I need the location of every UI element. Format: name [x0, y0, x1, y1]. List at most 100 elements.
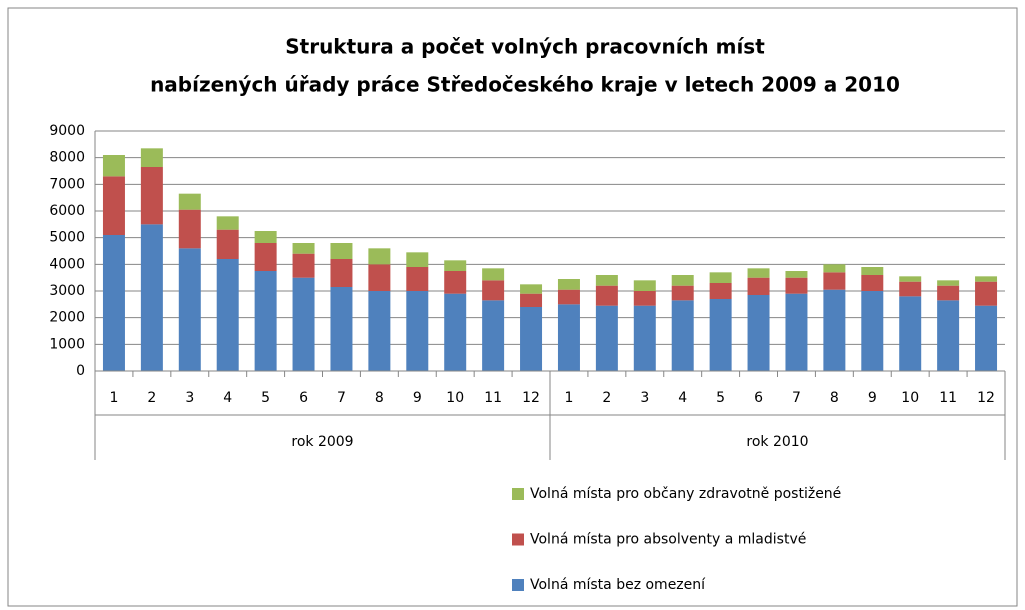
y-tick-label: 9000 — [49, 123, 85, 139]
bar-segment — [254, 243, 277, 271]
bar-segment — [975, 305, 998, 371]
x-tick-label: 10 — [446, 390, 464, 406]
bar-segment — [785, 293, 808, 371]
y-tick-label: 3000 — [49, 283, 85, 299]
bar-segment — [747, 277, 770, 295]
bar-segment — [747, 268, 770, 278]
x-tick-label: 2 — [147, 390, 156, 406]
bar-segment — [557, 279, 580, 290]
bar-segment — [444, 271, 467, 294]
bar-segment — [633, 291, 656, 306]
bar-segment — [140, 148, 163, 167]
bar-segment — [557, 304, 580, 371]
bar-segment — [823, 289, 846, 371]
bar-segment — [102, 176, 125, 235]
bar-segment — [406, 291, 429, 371]
group-label: rok 2010 — [746, 434, 808, 450]
bar-segment — [709, 283, 732, 299]
bar-segment — [557, 289, 580, 305]
bar-segment — [823, 264, 846, 273]
bar-segment — [216, 216, 239, 230]
y-tick-label: 8000 — [49, 150, 85, 166]
x-tick-label: 6 — [299, 390, 308, 406]
x-tick-label: 9 — [868, 390, 877, 406]
bar-segment — [785, 271, 808, 278]
x-tick-label: 12 — [977, 390, 995, 406]
chart-title: Struktura a počet volných pracovních mís… — [285, 35, 765, 59]
bar-segment — [975, 281, 998, 306]
bar-segment — [785, 277, 808, 294]
bar-segment — [178, 209, 201, 249]
bar-segment — [178, 193, 201, 210]
y-tick-label: 0 — [76, 363, 85, 379]
bar-segment — [633, 305, 656, 371]
bar-segment — [595, 275, 618, 286]
bar-segment — [140, 224, 163, 371]
bar-segment — [709, 299, 732, 371]
bar-segment — [633, 280, 656, 291]
y-tick-label: 2000 — [49, 310, 85, 326]
bar-segment — [102, 155, 125, 177]
bar-segment — [899, 296, 922, 371]
x-tick-label: 1 — [109, 390, 118, 406]
bar-segment — [861, 267, 884, 275]
x-tick-label: 7 — [792, 390, 801, 406]
bar-segment — [102, 235, 125, 371]
bar-segment — [861, 275, 884, 291]
bar-segment — [671, 285, 694, 301]
bar-segment — [937, 300, 960, 371]
bar-segment — [482, 268, 505, 281]
bar-segment — [444, 260, 467, 271]
legend-label: Volná místa pro absolventy a mladistvé — [530, 532, 806, 548]
x-tick-label: 12 — [522, 390, 540, 406]
y-tick-label: 4000 — [49, 256, 85, 272]
bar-segment — [330, 287, 353, 371]
bar-segment — [747, 295, 770, 371]
bar-segment — [937, 285, 960, 301]
bar-segment — [292, 253, 315, 278]
bar-segment — [520, 293, 543, 307]
bar-segment — [520, 284, 543, 294]
legend-swatch — [512, 579, 524, 591]
legend-label: Volná místa pro občany zdravotně postiže… — [530, 486, 841, 502]
x-tick-label: 2 — [602, 390, 611, 406]
bar-segment — [292, 277, 315, 371]
x-tick-label: 10 — [901, 390, 919, 406]
bar-segment — [368, 264, 391, 291]
legend-swatch — [512, 488, 524, 500]
bar-segment — [254, 271, 277, 371]
bar-segment — [178, 248, 201, 371]
x-tick-label: 4 — [223, 390, 232, 406]
bar-segment — [975, 276, 998, 282]
x-tick-label: 9 — [413, 390, 422, 406]
bar-segment — [406, 267, 429, 291]
x-tick-label: 11 — [484, 390, 502, 406]
bar-segment — [444, 293, 467, 371]
x-tick-label: 3 — [185, 390, 194, 406]
x-tick-label: 6 — [754, 390, 763, 406]
x-tick-label: 4 — [678, 390, 687, 406]
bar-segment — [368, 291, 391, 371]
bar-segment — [861, 291, 884, 371]
bar-segment — [140, 167, 163, 225]
bar-segment — [709, 272, 732, 283]
bar-segment — [292, 243, 315, 254]
x-tick-label: 1 — [564, 390, 573, 406]
bar-segment — [899, 281, 922, 297]
legend-label: Volná místa bez omezení — [530, 577, 706, 593]
legend-swatch — [512, 533, 524, 546]
chart-border — [7, 7, 1018, 607]
x-tick-label: 8 — [375, 390, 384, 406]
bar-segment — [595, 305, 618, 371]
bar-segment — [482, 280, 505, 301]
x-tick-label: 3 — [640, 390, 649, 406]
bar-segment — [595, 285, 618, 306]
bar-segment — [482, 300, 505, 371]
bar-segment — [520, 307, 543, 371]
y-tick-label: 7000 — [49, 176, 85, 192]
bar-segment — [671, 300, 694, 371]
x-tick-label: 5 — [716, 390, 725, 406]
bar-segment — [216, 229, 239, 259]
bar-segment — [406, 252, 429, 267]
